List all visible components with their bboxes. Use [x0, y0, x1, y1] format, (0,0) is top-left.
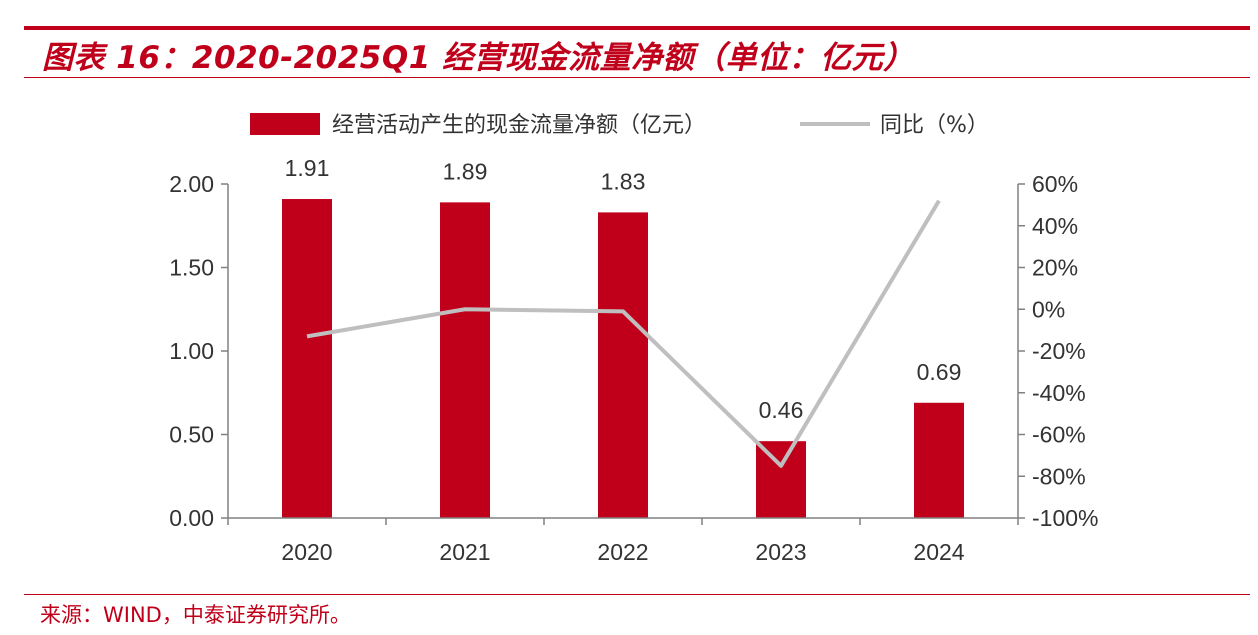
legend-bar-label: 经营活动产生的现金流量净额（亿元） [332, 113, 706, 138]
legend-line-label: 同比（%） [880, 113, 989, 138]
left-tick-label: 0.50 [169, 422, 214, 448]
bar-2020 [282, 199, 332, 518]
left-tick-label: 1.50 [169, 255, 214, 281]
bar-2021 [440, 202, 490, 518]
right-tick-label: 60% [1032, 171, 1078, 197]
right-tick-label: -20% [1032, 338, 1086, 364]
page-title: 图表 16：2020-2025Q1 经营现金流量净额（单位：亿元） [42, 40, 915, 76]
x-tick-label: 2024 [913, 539, 964, 565]
x-tick-label: 2021 [439, 539, 490, 565]
bar-value-label: 1.83 [601, 168, 646, 194]
source-note: 来源：WIND，中泰证券研究所。 [40, 603, 351, 627]
right-tick-label: -80% [1032, 463, 1086, 489]
x-tick-label: 2020 [281, 539, 332, 565]
legend-bar-swatch [250, 113, 320, 135]
source-rule [24, 594, 1250, 595]
left-tick-label: 2.00 [169, 171, 214, 197]
left-tick-label: 0.00 [169, 505, 214, 531]
bar-2024 [914, 402, 964, 518]
bar-value-label: 0.69 [917, 359, 962, 385]
x-tick-label: 2022 [597, 539, 648, 565]
right-tick-label: 40% [1032, 213, 1078, 239]
right-tick-label: 0% [1032, 296, 1065, 322]
bar-value-label: 0.46 [759, 397, 804, 423]
title-bottom-rule [24, 77, 1250, 78]
right-tick-label: 20% [1032, 255, 1078, 281]
bar-value-label: 1.91 [285, 155, 330, 181]
bar-2022 [598, 212, 648, 518]
right-tick-label: -100% [1032, 505, 1098, 531]
right-tick-label: -40% [1032, 380, 1086, 406]
title-top-rule [24, 26, 1250, 30]
left-tick-label: 1.00 [169, 338, 214, 364]
right-tick-label: -60% [1032, 422, 1086, 448]
x-tick-label: 2023 [755, 539, 806, 565]
bar-2023 [756, 441, 806, 518]
bar-value-label: 1.89 [443, 158, 488, 184]
